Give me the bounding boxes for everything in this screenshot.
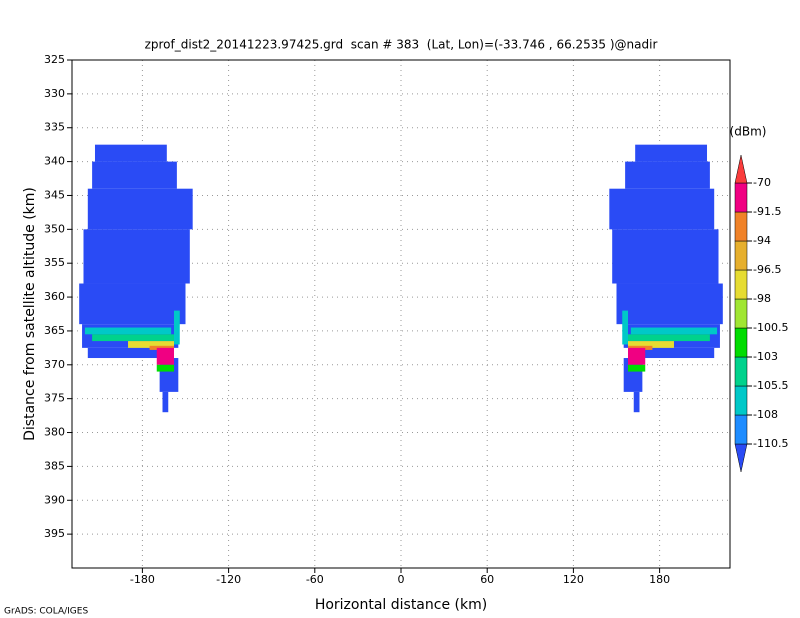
colorbar-segment: [734, 414, 748, 445]
colorbar-segment: [734, 182, 748, 213]
y-tick-label: 330: [44, 87, 65, 100]
colorbar-low: [734, 443, 748, 473]
colorbar-high: [734, 154, 748, 184]
y-tick-label: 360: [44, 290, 65, 303]
y-tick-label: 385: [44, 459, 65, 472]
colorbar-segment: [734, 211, 748, 242]
colorbar-label: -96.5: [753, 263, 781, 276]
y-tick-label: 375: [44, 392, 65, 405]
x-tick-label: -120: [216, 573, 241, 586]
field-cell: [83, 229, 190, 284]
y-tick-label: 370: [44, 358, 65, 371]
colorbar-label: -70: [753, 176, 771, 189]
y-tick-label: 340: [44, 155, 65, 168]
y-tick-label: 355: [44, 256, 65, 269]
x-tick-label: 180: [649, 573, 670, 586]
y-tick-label: 350: [44, 222, 65, 235]
colorbar-label: -103: [753, 350, 778, 363]
field-cell: [622, 310, 628, 345]
colorbar-label: -108: [753, 408, 778, 421]
chart-title: zprof_dist2_20141223.97425.grd scan # 38…: [145, 38, 658, 52]
field-cell: [627, 345, 653, 350]
field-cell: [162, 391, 169, 413]
y-tick-label: 345: [44, 188, 65, 201]
footer: GrADS: COLA/IGES: [4, 607, 88, 617]
x-tick-label: -60: [306, 573, 324, 586]
y-tick-label: 380: [44, 426, 65, 439]
colorbar-label: -98: [753, 292, 771, 305]
field-cell: [79, 283, 186, 325]
colorbar-label: -94: [753, 234, 771, 247]
field-cell: [616, 283, 723, 325]
field-cell: [87, 347, 164, 359]
y-tick-label: 365: [44, 324, 65, 337]
colorbar-segment: [734, 327, 748, 358]
field-cell: [635, 144, 708, 162]
field-cell: [633, 391, 640, 413]
y-tick-label: 335: [44, 121, 65, 134]
field-cell: [156, 364, 175, 372]
field-cell: [625, 161, 710, 189]
y-axis-label: Distance from satellite altitude (km): [22, 187, 38, 441]
field-cell: [627, 347, 646, 365]
x-tick-label: 60: [480, 573, 494, 586]
field-cell: [94, 144, 167, 162]
field-cell: [84, 327, 172, 335]
colorbar-label: (dBm): [730, 125, 767, 139]
field-cell: [92, 161, 177, 189]
colorbar-segment: [734, 269, 748, 300]
colorbar-label: -110.5: [753, 437, 788, 450]
field-cell: [174, 310, 180, 345]
colorbar-segment: [734, 356, 748, 387]
field-cell: [612, 229, 719, 284]
x-tick-label: 0: [398, 573, 405, 586]
field-cell: [92, 334, 175, 342]
field-cell: [149, 345, 175, 350]
field-cell: [627, 364, 646, 372]
y-tick-label: 390: [44, 493, 65, 506]
colorbar-segment: [734, 298, 748, 329]
field-cell: [638, 347, 715, 359]
field-cell: [128, 341, 175, 348]
colorbar-label: -100.5: [753, 321, 788, 334]
field-cell: [609, 188, 715, 230]
y-tick-label: 395: [44, 527, 65, 540]
y-tick-label: 325: [44, 53, 65, 66]
colorbar-segment: [734, 240, 748, 271]
field-cell: [156, 347, 175, 365]
field-cell: [630, 327, 718, 335]
colorbar-segment: [734, 385, 748, 416]
x-tick-label: 120: [563, 573, 584, 586]
field-cell: [87, 188, 193, 230]
colorbar-label: -105.5: [753, 379, 788, 392]
field-cell: [627, 341, 674, 348]
colorbar-label: -91.5: [753, 205, 781, 218]
x-tick-label: -180: [130, 573, 155, 586]
x-axis-label: Horizontal distance (km): [315, 597, 487, 613]
field-cell: [627, 334, 710, 342]
